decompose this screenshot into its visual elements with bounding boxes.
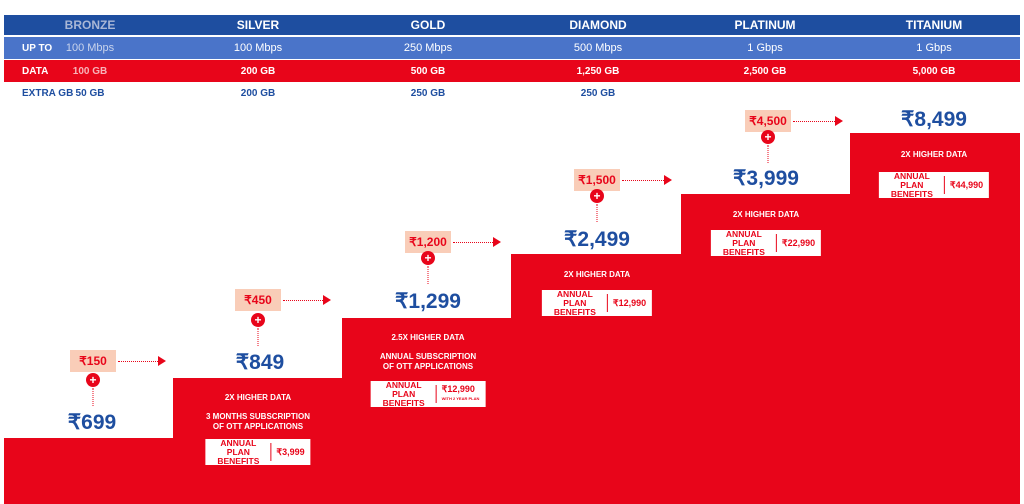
tier-diamond: DIAMOND bbox=[569, 18, 627, 32]
annual-benefits-label: ANNUAL PLAN BENEFITS bbox=[382, 379, 425, 408]
annual-benefits-label: ANNUAL PLAN BENEFITS bbox=[890, 170, 933, 199]
divider bbox=[775, 234, 777, 252]
benefit-platinum-data: 2X HIGHER DATA bbox=[732, 210, 800, 219]
arrowhead-icon bbox=[835, 116, 843, 126]
divider bbox=[435, 385, 437, 403]
data-titanium: 5,000 GB bbox=[912, 65, 956, 77]
extra-gb-row: EXTRA GB 50 GB 200 GB 250 GB 250 GB bbox=[4, 83, 1020, 103]
extra-row-label: EXTRA GB bbox=[22, 87, 74, 99]
annual-benefits-value: ₹12,990 WITH 2 YEAR PLAN bbox=[442, 385, 480, 403]
divider bbox=[943, 176, 945, 194]
upgrade-arrow bbox=[283, 300, 323, 301]
data-gold: 500 GB bbox=[410, 65, 446, 77]
data-platinum: 2,500 GB bbox=[743, 65, 787, 77]
price-gold: ₹1,299 bbox=[395, 290, 461, 313]
extra-diamond: 250 GB bbox=[580, 87, 616, 99]
annual-benefits-note: WITH 2 YEAR PLAN bbox=[441, 396, 480, 401]
annual-benefits-label: ANNUAL PLAN BENEFITS bbox=[217, 437, 260, 466]
benefit-gold-data: 2.5X HIGHER DATA bbox=[391, 333, 465, 342]
arrowhead-icon bbox=[158, 356, 166, 366]
tier-gold: GOLD bbox=[410, 18, 446, 32]
benefit-titanium-data: 2X HIGHER DATA bbox=[900, 150, 968, 159]
tier-titanium: TITANIUM bbox=[905, 18, 963, 32]
dotted-connector bbox=[596, 204, 598, 222]
addon-platinum: ₹4,500 bbox=[745, 110, 791, 132]
data-silver: 200 GB bbox=[240, 65, 276, 77]
tier-silver: SILVER bbox=[236, 18, 280, 32]
upgrade-arrow bbox=[118, 361, 158, 362]
divider bbox=[270, 443, 272, 461]
annual-benefits-titanium: ANNUAL PLAN BENEFITS ₹44,990 bbox=[878, 170, 990, 199]
extra-gold: 250 GB bbox=[410, 87, 446, 99]
upgrade-arrow bbox=[793, 121, 835, 122]
divider bbox=[606, 294, 608, 312]
plus-icon: + bbox=[590, 189, 604, 203]
annual-benefits-label: ANNUAL PLAN BENEFITS bbox=[722, 228, 765, 257]
annual-benefits-value: ₹12,990 bbox=[612, 297, 647, 308]
annual-benefits-amount: ₹12,990 bbox=[441, 384, 475, 394]
arrowhead-icon bbox=[664, 175, 672, 185]
benefit-diamond-data: 2X HIGHER DATA bbox=[563, 270, 631, 279]
arrowhead-icon bbox=[493, 237, 501, 247]
data-bronze: 100 GB bbox=[72, 65, 108, 77]
addon-diamond: ₹1,500 bbox=[574, 169, 620, 191]
annual-benefits-value: ₹3,999 bbox=[276, 446, 305, 457]
addon-gold: ₹1,200 bbox=[405, 231, 451, 253]
benefit-silver-data: 2X HIGHER DATA bbox=[224, 393, 292, 402]
annual-benefits-silver: ANNUAL PLAN BENEFITS ₹3,999 bbox=[205, 437, 311, 466]
extra-bronze: 50 GB bbox=[75, 87, 105, 99]
speed-row: UP TO 100 Mbps 100 Mbps 250 Mbps 500 Mbp… bbox=[4, 37, 1020, 59]
annual-benefits-value: ₹22,990 bbox=[781, 237, 816, 248]
benefit-silver-ott-1: 3 MONTHS SUBSCRIPTION bbox=[205, 412, 311, 421]
arrowhead-icon bbox=[323, 295, 331, 305]
speed-platinum: 1 Gbps bbox=[747, 42, 783, 54]
plus-icon: + bbox=[421, 251, 435, 265]
speed-gold: 250 Mbps bbox=[403, 42, 453, 54]
tier-platinum: PLATINUM bbox=[734, 18, 796, 32]
benefit-gold-ott-1: ANNUAL SUBSCRIPTION bbox=[379, 352, 477, 361]
speed-titanium: 1 Gbps bbox=[916, 42, 952, 54]
addon-bronze: ₹150 bbox=[70, 350, 116, 372]
tier-header-row: BRONZE SILVER GOLD DIAMOND PLATINUM TITA… bbox=[4, 15, 1020, 35]
data-row: DATA 100 GB 200 GB 500 GB 1,250 GB 2,500… bbox=[4, 60, 1020, 82]
annual-benefits-diamond: ANNUAL PLAN BENEFITS ₹12,990 bbox=[541, 288, 653, 317]
price-silver: ₹849 bbox=[235, 351, 285, 374]
speed-row-label: UP TO bbox=[22, 42, 53, 54]
addon-silver: ₹450 bbox=[235, 289, 281, 311]
data-diamond: 1,250 GB bbox=[576, 65, 620, 77]
price-bronze: ₹699 bbox=[67, 411, 117, 434]
dotted-connector bbox=[767, 145, 769, 163]
dotted-connector bbox=[427, 266, 429, 284]
speed-silver: 100 Mbps bbox=[233, 42, 283, 54]
annual-benefits-gold: ANNUAL PLAN BENEFITS ₹12,990 WITH 2 YEAR… bbox=[370, 379, 486, 408]
price-diamond: ₹2,499 bbox=[564, 228, 630, 251]
benefit-silver-ott-2: OF OTT APPLICATIONS bbox=[212, 422, 304, 431]
upgrade-arrow bbox=[453, 242, 493, 243]
annual-benefits-label: ANNUAL PLAN BENEFITS bbox=[553, 288, 596, 317]
extra-silver: 200 GB bbox=[240, 87, 276, 99]
plus-icon: + bbox=[251, 313, 265, 327]
dotted-connector bbox=[257, 328, 259, 346]
annual-benefits-platinum: ANNUAL PLAN BENEFITS ₹22,990 bbox=[710, 228, 822, 257]
plus-icon: + bbox=[86, 373, 100, 387]
upgrade-arrow bbox=[622, 180, 664, 181]
speed-diamond: 500 Mbps bbox=[573, 42, 623, 54]
dotted-connector bbox=[92, 388, 94, 406]
price-titanium: ₹8,499 bbox=[901, 108, 967, 131]
speed-bronze: 100 Mbps bbox=[65, 42, 115, 54]
price-platinum: ₹3,999 bbox=[733, 167, 799, 190]
data-row-label: DATA bbox=[22, 65, 49, 77]
annual-benefits-value: ₹44,990 bbox=[949, 179, 984, 190]
plus-icon: + bbox=[761, 130, 775, 144]
tier-bronze: BRONZE bbox=[64, 18, 116, 32]
benefit-gold-ott-2: OF OTT APPLICATIONS bbox=[382, 362, 474, 371]
